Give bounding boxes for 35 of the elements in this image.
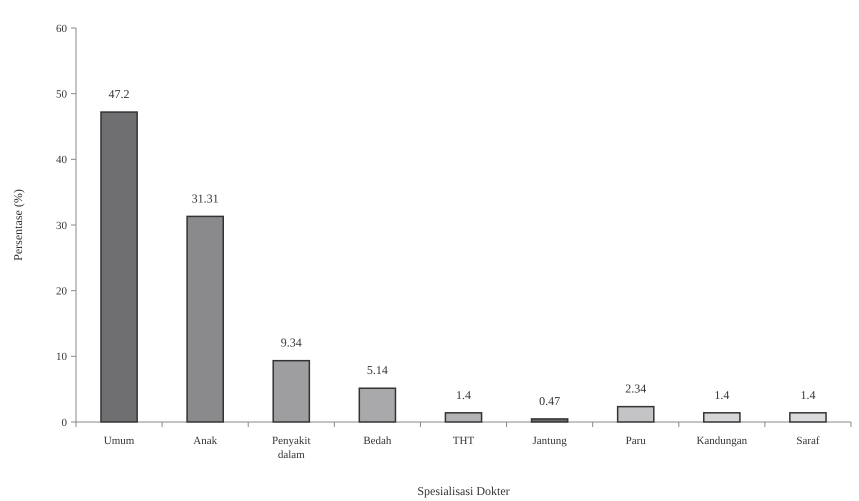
bar xyxy=(358,387,396,423)
y-tick-label: 50 xyxy=(56,88,68,101)
bar xyxy=(703,412,741,423)
bar xyxy=(444,412,482,423)
data-label: 5.14 xyxy=(366,363,388,378)
x-tick-label: Bedah xyxy=(363,435,392,447)
x-tick-label: Penyakit dalam xyxy=(272,435,311,461)
bar xyxy=(616,406,655,423)
bar xyxy=(789,412,827,423)
bar xyxy=(530,418,568,423)
x-tick-label: Umum xyxy=(104,435,135,447)
y-tick-label: 0 xyxy=(62,416,68,429)
data-label: 47.2 xyxy=(108,87,130,102)
x-tick-label: Anak xyxy=(193,435,218,447)
x-axis-title: Spesialisasi Dokter xyxy=(417,484,510,498)
y-tick-label: 60 xyxy=(56,22,68,35)
bar xyxy=(100,111,138,423)
x-tick-label: Paru xyxy=(626,435,646,447)
x-tick-label: THT xyxy=(452,435,474,447)
data-label: 0.47 xyxy=(539,394,560,408)
y-tick-label: 20 xyxy=(56,286,68,298)
y-tick-label: 40 xyxy=(56,154,68,166)
data-label: 1.4 xyxy=(800,388,816,402)
y-tick-label: 30 xyxy=(56,220,68,232)
y-axis-title: Persentase (%) xyxy=(11,189,25,261)
data-label: 1.4 xyxy=(714,388,730,402)
data-label: 1.4 xyxy=(456,388,471,402)
bar xyxy=(272,360,310,423)
data-label: 9.34 xyxy=(280,336,302,350)
data-label: 31.31 xyxy=(192,191,219,206)
x-tick-label: Jantung xyxy=(532,435,568,447)
y-tick-label: 10 xyxy=(56,351,68,364)
data-label: 2.34 xyxy=(625,382,646,396)
x-tick-label: Saraf xyxy=(796,435,820,447)
x-tick-label: Kandungan xyxy=(696,435,748,447)
